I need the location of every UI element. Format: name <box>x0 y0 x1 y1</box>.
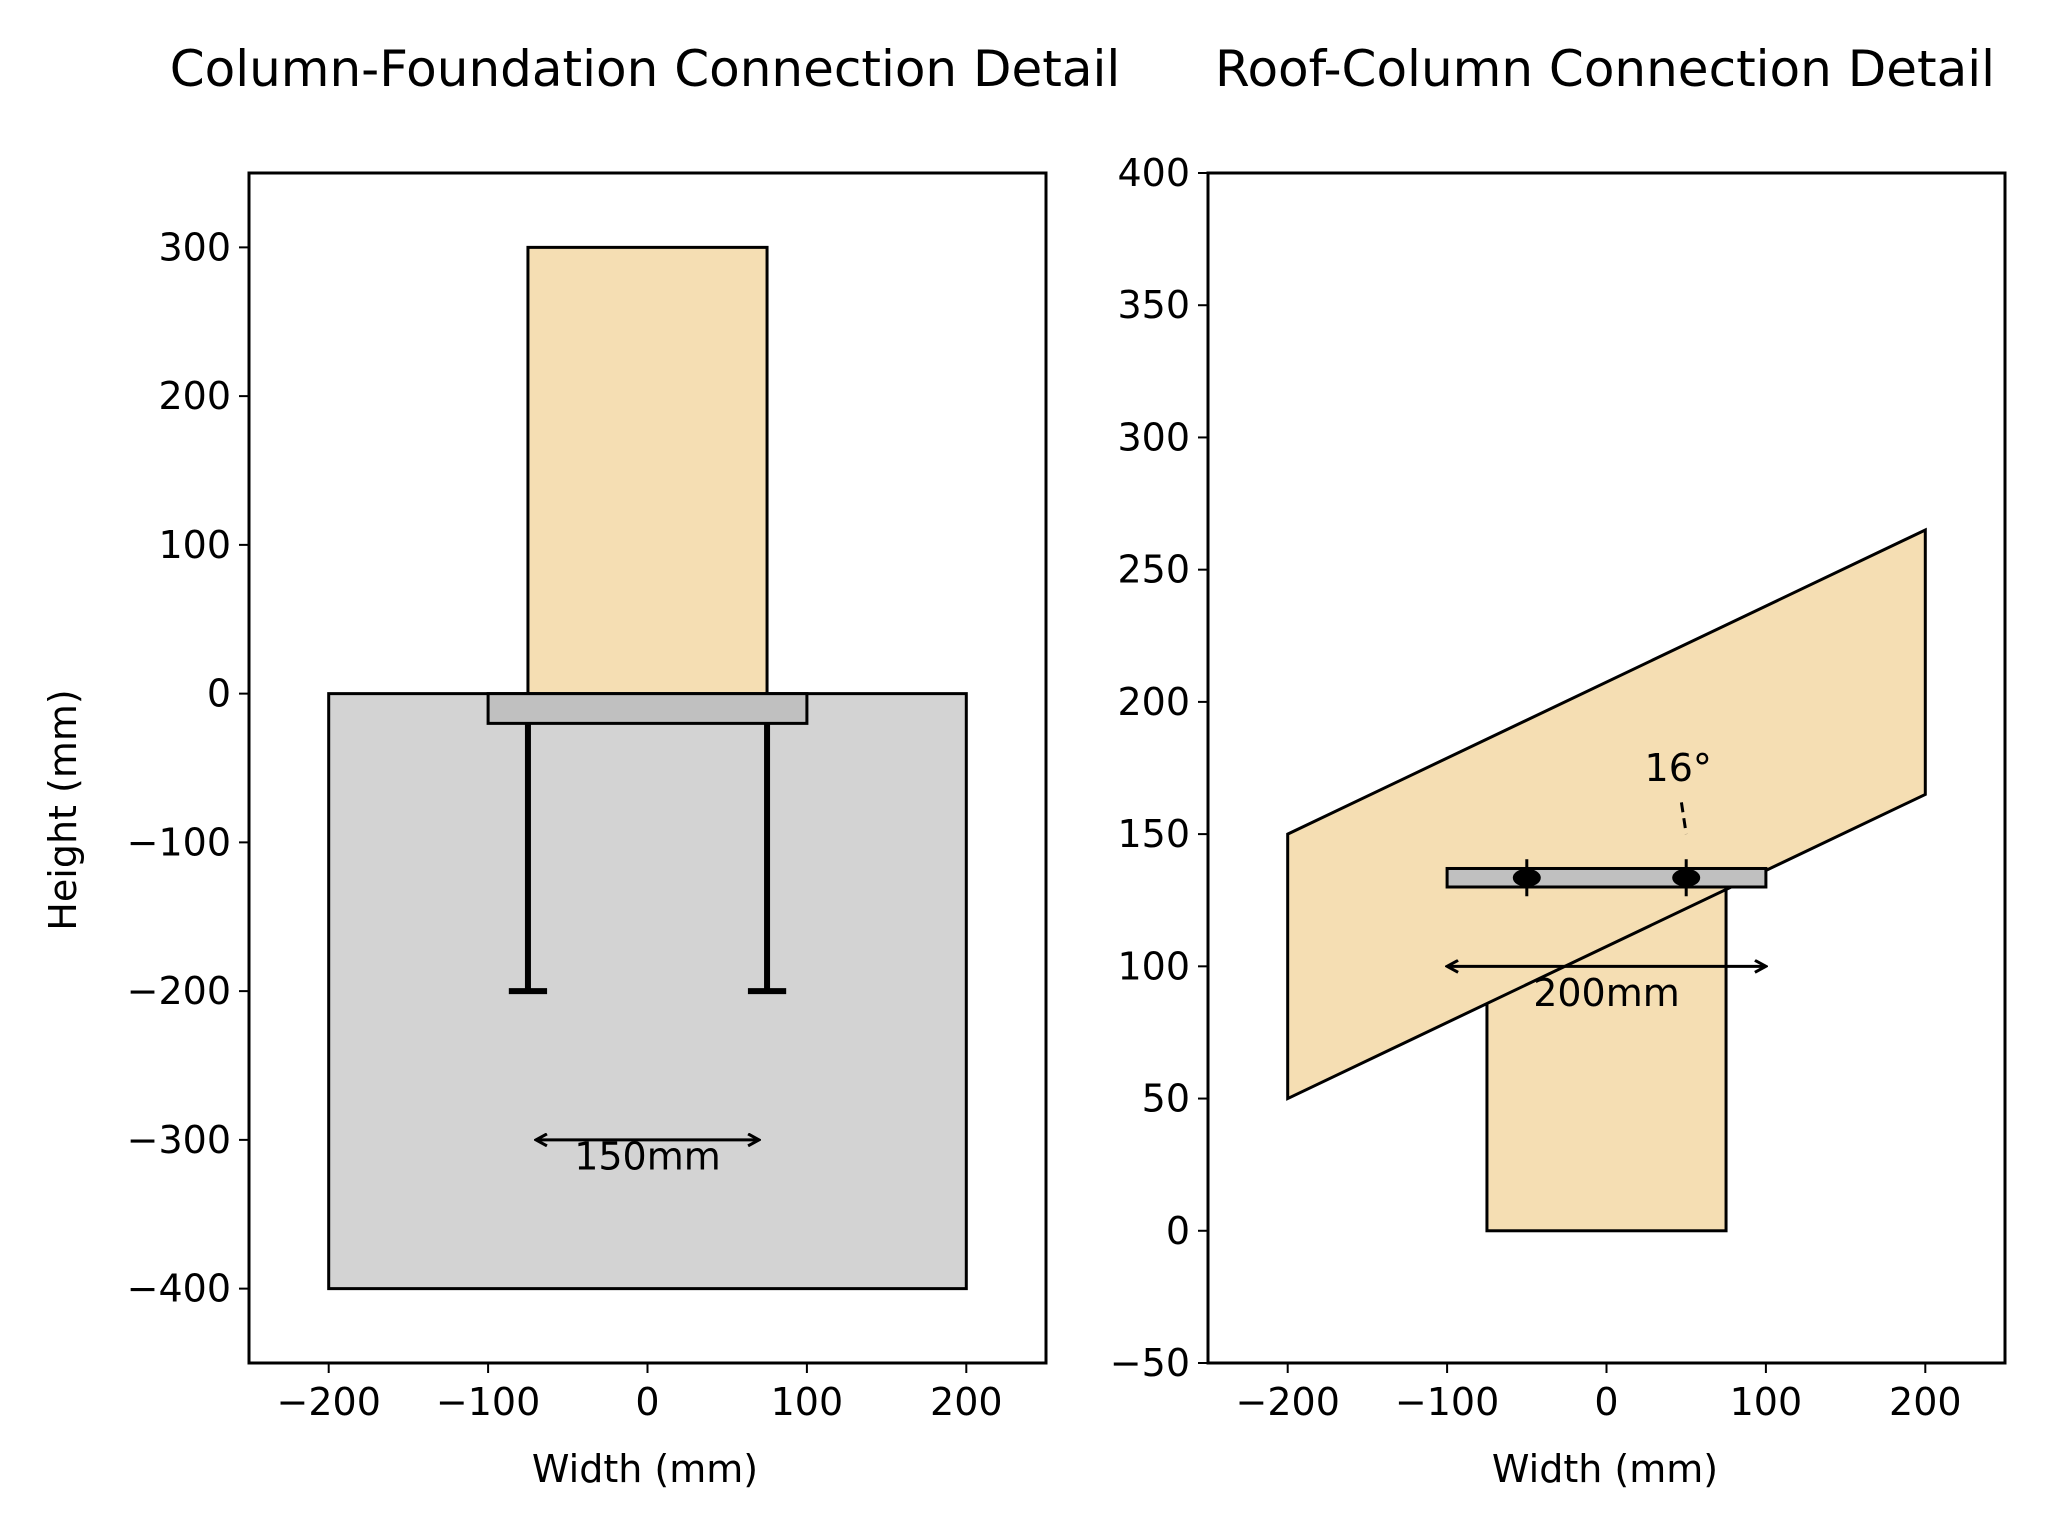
x-tick-label: −200 <box>1236 1380 1340 1424</box>
x-tick-label: 200 <box>1889 1380 1962 1424</box>
y-tick-label: 200 <box>1117 680 1190 724</box>
roof-column-panel: Roof-Column Connection Detail 16° 200mm −… <box>1110 40 2007 1491</box>
y-tick-label: −300 <box>127 1118 231 1162</box>
x-axis-ticks: −200 −100 0 100 200 <box>1236 1363 1962 1424</box>
x-tick-label: 100 <box>771 1380 844 1424</box>
y-tick-label: 300 <box>1117 415 1190 459</box>
y-tick-label: 100 <box>158 523 231 567</box>
x-axis-label: Width (mm) <box>1492 1447 1718 1491</box>
x-axis-ticks: −200 −100 0 100 200 <box>277 1363 1003 1424</box>
bolt <box>1672 859 1701 897</box>
x-axis-label: Width (mm) <box>532 1447 758 1491</box>
panel-title: Roof-Column Connection Detail <box>1215 40 1995 98</box>
y-tick-label: 200 <box>158 374 231 418</box>
column <box>526 245 769 696</box>
bolt-head <box>1512 868 1541 887</box>
column-foundation-panel: Column-Foundation Connection Detail 150m… <box>41 40 1120 1491</box>
y-axis-ticks: −400 −300 −200 −100 0 100 200 300 <box>127 225 249 1311</box>
y-tick-label: 0 <box>207 672 231 716</box>
x-tick-label: −100 <box>1395 1380 1499 1424</box>
x-tick-label: 0 <box>1594 1380 1618 1424</box>
angle-label: 16° <box>1645 746 1712 790</box>
y-axis-ticks: −50 0 50 100 150 200 250 300 350 400 <box>1110 151 1208 1385</box>
y-tick-label: −50 <box>1110 1341 1190 1385</box>
x-tick-label: 200 <box>930 1380 1003 1424</box>
x-tick-label: −100 <box>436 1380 540 1424</box>
bolt-head <box>1672 868 1701 887</box>
y-tick-label: −100 <box>127 820 231 864</box>
rafter <box>1286 527 1927 1101</box>
anchor-bolt <box>508 723 548 995</box>
y-tick-label: 150 <box>1117 812 1190 856</box>
dimension-label: 200mm <box>1533 971 1680 1015</box>
x-tick-label: 0 <box>635 1380 659 1424</box>
connector-plate <box>1445 866 1768 889</box>
y-tick-label: 50 <box>1142 1077 1190 1121</box>
y-tick-label: 350 <box>1117 283 1190 327</box>
panel-title: Column-Foundation Connection Detail <box>170 40 1121 98</box>
dimension-label: 150mm <box>574 1135 721 1179</box>
y-tick-label: 300 <box>158 225 231 269</box>
base-plate <box>486 692 809 725</box>
bolt <box>1512 859 1541 897</box>
y-tick-label: 250 <box>1117 548 1190 592</box>
plot-area: 16° 200mm <box>1206 171 2007 1365</box>
foundation <box>327 692 968 1291</box>
y-tick-label: −200 <box>127 969 231 1013</box>
x-tick-label: −200 <box>277 1380 381 1424</box>
y-tick-label: 100 <box>1117 944 1190 988</box>
plot-area: 150mm <box>247 171 1048 1365</box>
y-tick-label: −400 <box>127 1267 231 1311</box>
y-axis-label: Height (mm) <box>41 689 85 930</box>
angle-marker-line <box>1679 802 1688 835</box>
anchor-bolt <box>747 723 787 995</box>
y-tick-label: 0 <box>1166 1209 1190 1253</box>
y-tick-label: 400 <box>1117 151 1190 195</box>
x-tick-label: 100 <box>1730 1380 1803 1424</box>
